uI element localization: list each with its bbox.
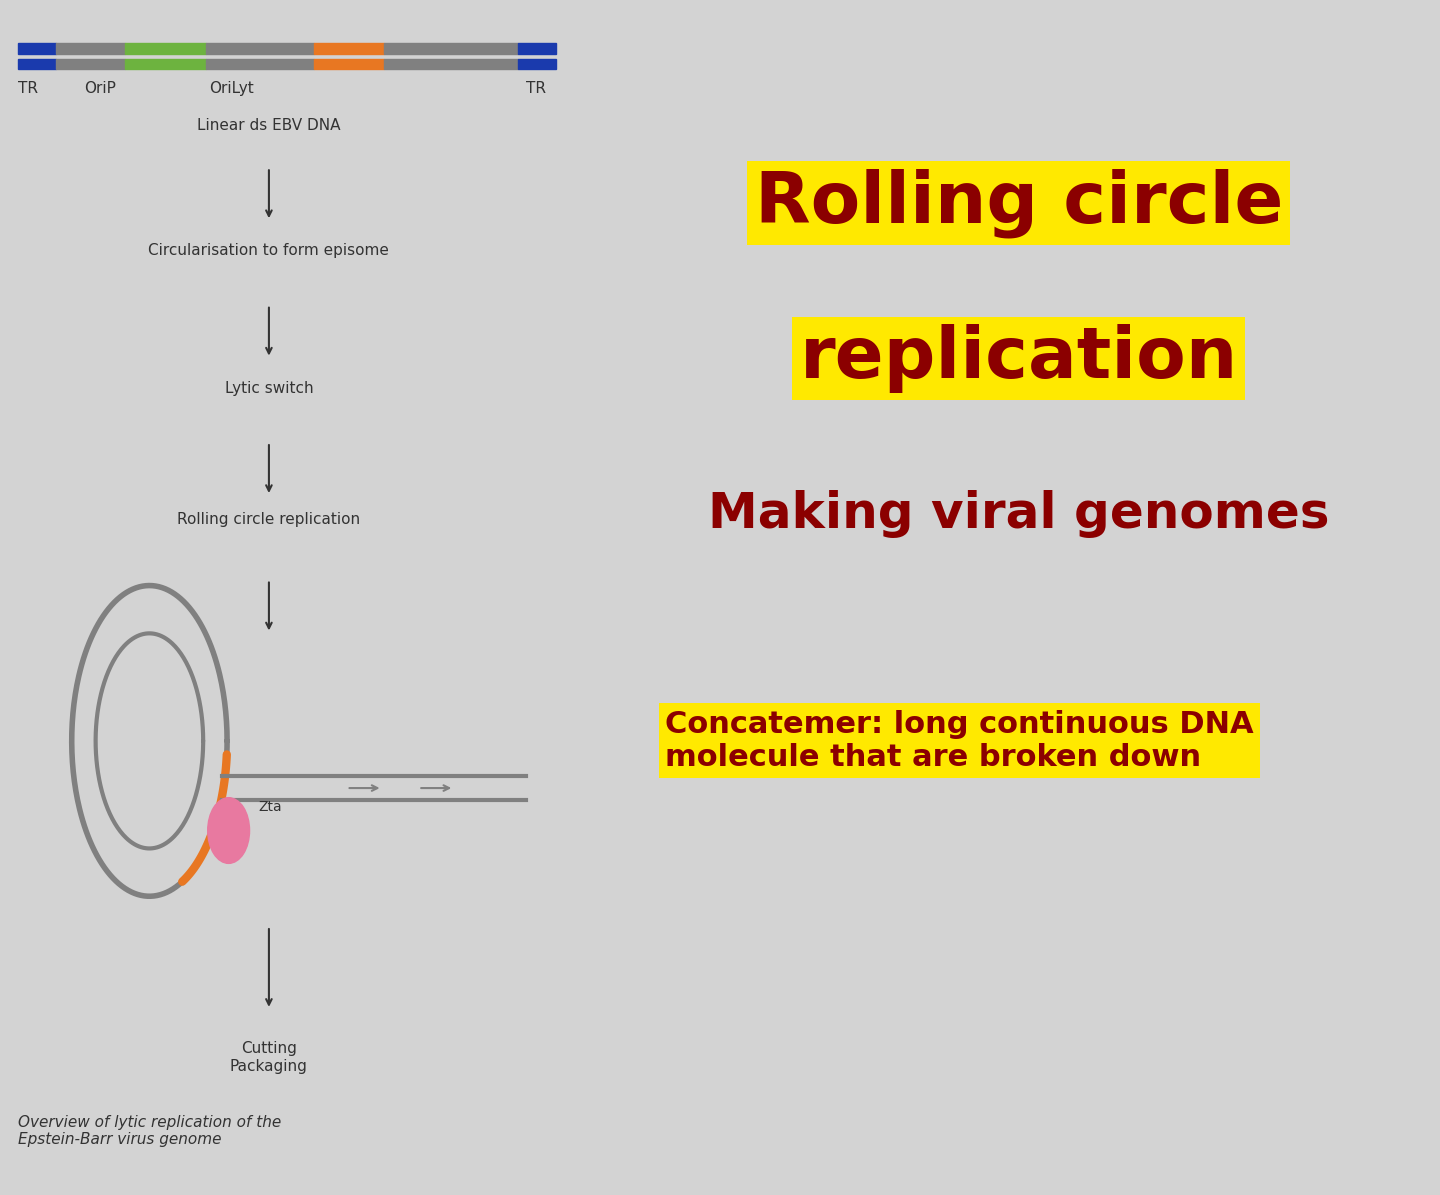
Bar (314, 43, 383, 54)
Text: Linear ds EBV DNA: Linear ds EBV DNA (197, 118, 341, 133)
Bar (17, 43, 56, 54)
Ellipse shape (207, 798, 249, 864)
Text: Zta: Zta (259, 799, 282, 814)
Text: OriLyt: OriLyt (209, 81, 253, 97)
Text: Rolling circle replication: Rolling circle replication (177, 513, 360, 527)
Text: Making viral genomes: Making viral genomes (708, 490, 1329, 538)
Text: Overview of lytic replication of the
Epstein-Barr virus genome: Overview of lytic replication of the Eps… (17, 1115, 281, 1147)
Bar (206, 59, 314, 69)
Text: Concatemer: long continuous DNA
molecule that are broken down: Concatemer: long continuous DNA molecule… (665, 710, 1254, 772)
Text: OriP: OriP (84, 81, 115, 97)
Bar (518, 43, 556, 54)
Bar (125, 43, 206, 54)
Bar (383, 43, 518, 54)
Bar (518, 59, 556, 69)
Text: replication: replication (799, 324, 1238, 393)
Bar (56, 43, 125, 54)
Bar (206, 43, 314, 54)
Text: Cutting
Packaging: Cutting Packaging (230, 1041, 308, 1074)
Text: Circularisation to form episome: Circularisation to form episome (148, 244, 389, 258)
Bar (17, 59, 56, 69)
Bar (314, 59, 383, 69)
Text: Rolling circle: Rolling circle (755, 168, 1283, 238)
Text: TR: TR (17, 81, 37, 97)
Bar (56, 59, 125, 69)
Bar (383, 59, 518, 69)
Text: TR: TR (526, 81, 546, 97)
Text: Lytic switch: Lytic switch (225, 381, 314, 396)
Bar (125, 59, 206, 69)
